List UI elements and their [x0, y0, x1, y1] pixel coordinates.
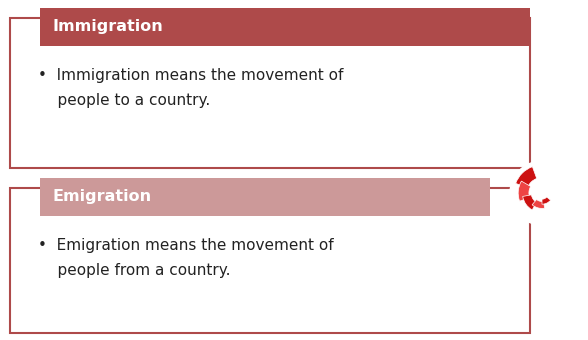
Text: •  Emigration means the movement of
    people from a country.: • Emigration means the movement of peopl…	[38, 238, 333, 277]
Wedge shape	[518, 181, 530, 201]
Text: Emigration: Emigration	[52, 189, 151, 204]
Text: Immigration: Immigration	[52, 19, 163, 34]
Bar	[40, 8, 530, 46]
Wedge shape	[523, 195, 537, 210]
Circle shape	[510, 161, 574, 225]
Wedge shape	[542, 197, 550, 204]
Text: •  Immigration means the movement of
    people to a country.: • Immigration means the movement of peop…	[38, 68, 343, 107]
Bar	[10, 188, 530, 333]
Wedge shape	[532, 200, 544, 208]
Bar	[40, 178, 490, 216]
Wedge shape	[516, 167, 537, 188]
Bar	[10, 18, 530, 168]
